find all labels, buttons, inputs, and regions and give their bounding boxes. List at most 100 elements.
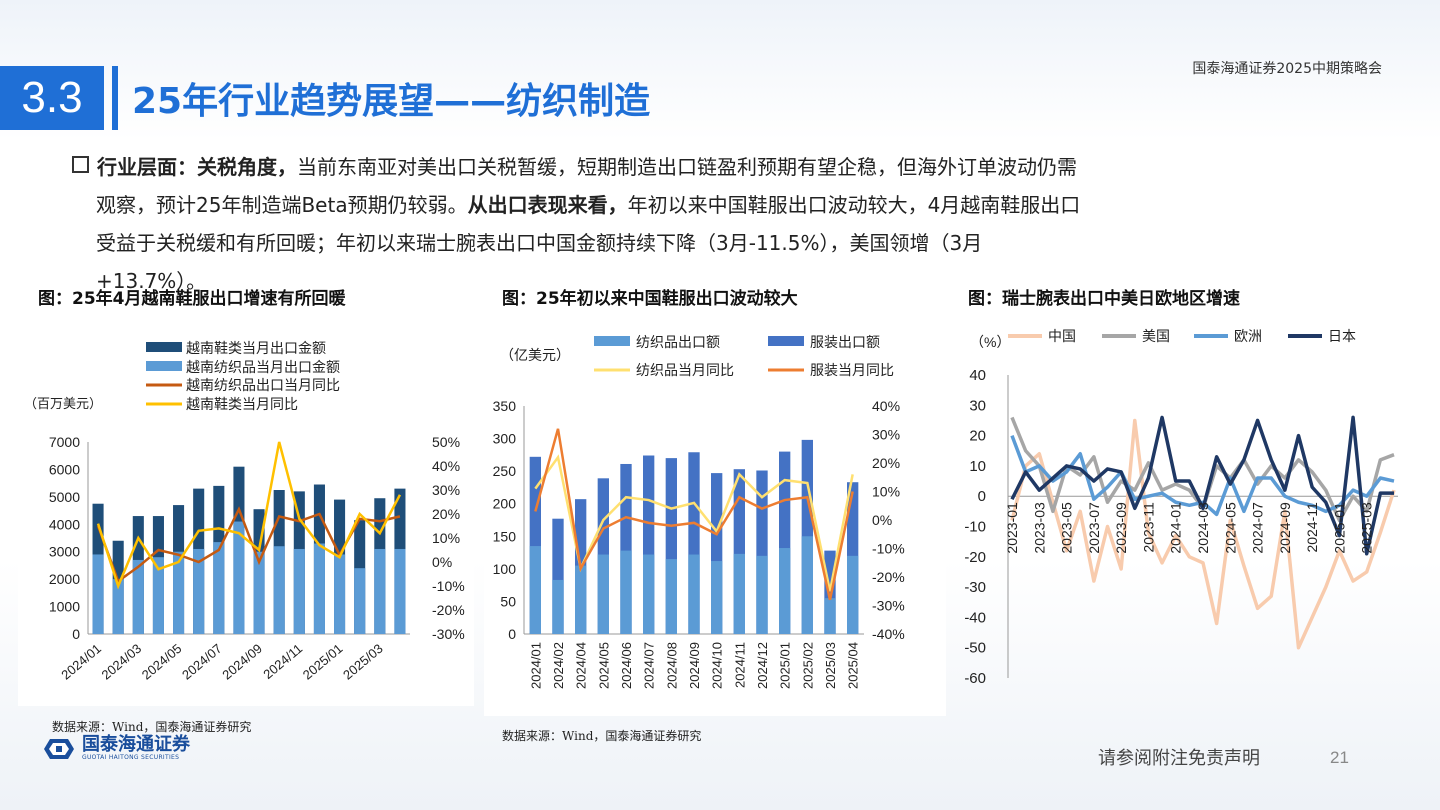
chart2-x-tick: 2024/04 [574,642,589,689]
chart3-x-tick: 2024-11 [1304,502,1320,553]
chart2-x-tick: 2025/01 [778,642,793,689]
chart1-x-tick: 2024/03 [99,641,145,683]
chart1-bar-textile [152,557,164,634]
chart1-y-right-tick: 10% [432,530,460,546]
chart2-title: 图：25年初以来中国鞋服出口波动较大 [502,289,798,309]
chart1-bar-textile [253,551,265,634]
chart2-legend-label-2: 纺织品当月同比 [636,362,734,378]
chart2-bar-apparel [733,469,745,634]
chart1-bar-textile [394,548,406,634]
paragraph-line-4: +13.7%）。 [96,269,207,293]
chart1-y-left-tick: 3000 [49,544,80,560]
chart2-bar-apparel [552,518,564,634]
chart3-x-tick: 2023-11 [1140,502,1156,553]
chart2-bar-textile [688,554,700,634]
chart2-y-left-tick: 150 [493,528,517,544]
chart1-line-3 [96,441,402,590]
chart1-x-tick: 2024/05 [139,641,185,683]
chart2-x-tick: 2024/09 [687,642,702,689]
chart3-y-tick: 10 [969,458,986,475]
chart3-legend-label-1: 美国 [1142,328,1170,344]
chart2-source: 数据来源：Wind，国泰海通证券研究 [502,729,702,743]
chart1-unit-label: （百万美元） [24,396,102,411]
chart2-y-left-tick: 250 [493,463,517,479]
chart1-y-left-tick: 4000 [49,516,80,532]
chart3-unit-label: （%） [970,334,1010,350]
chart3-y-tick: 0 [978,488,986,505]
chart2-bar-textile [597,554,609,634]
page-number: 21 [1330,748,1349,767]
chart2-y-right-tick: 20% [872,455,900,471]
chart2-bar-textile [779,548,791,634]
chart2-legend-label-3: 服装当月同比 [810,362,894,378]
chart1-svg: 越南鞋类当月出口金额越南纺织品当月出口金额越南纺织品出口当月同比越南鞋类当月同比… [24,340,465,683]
chart3-y-tick: -10 [964,519,986,536]
paragraph-text-2b: 年初以来中国鞋服出口波动较大，4月越南鞋服出口 [627,193,1081,217]
chart3-x-tick: 2023-01 [1004,502,1020,554]
chart1-y-left-tick: 2000 [49,571,80,587]
chart1-legend-label-0: 越南鞋类当月出口金额 [186,340,326,356]
chart1-x-tick: 2024/09 [219,641,265,683]
chart2-y-left-tick: 50 [500,593,516,609]
chart2-legend-swatch-1 [768,336,804,346]
chart2-bar-textile [801,536,813,634]
chart2-y-left-tick: 300 [493,431,517,447]
chart2-bar-apparel [688,452,700,634]
chart3-x-tick: 2023-09 [1113,502,1129,554]
chart2-legend-label-1: 服装出口额 [810,334,880,350]
chart3-y-tick: -50 [964,640,986,657]
chart2-unit-label: （亿美元） [500,347,570,363]
chart1-y-right-tick: -10% [432,578,465,594]
chart1-x-tick: 2024/07 [179,641,225,683]
chart2-y-left-tick: 100 [493,561,517,577]
chart1-x-tick: 2024/11 [260,641,305,682]
chart2-line-3 [534,428,854,601]
chart1-bar-textile [233,521,245,634]
chart1-legend-label-2: 越南纺织品出口当月同比 [186,377,340,393]
chart1-y-left-tick: 5000 [49,489,80,505]
chart3-line-3 [1010,415,1394,556]
chart1-y-right-tick: 20% [432,506,460,522]
chart3-x-tick: 2023-05 [1059,502,1075,554]
chart3-y-tick: 20 [969,428,986,445]
paragraph-bold-2: 从出口表现来看， [467,193,628,217]
header-background [0,0,1440,140]
chart2-x-tick: 2025/04 [846,642,861,689]
chart1-y-right-tick: -20% [432,602,465,618]
chart2-bar-textile [620,550,632,634]
chart3-x-tick: 2024-03 [1195,502,1211,554]
square-bullet-icon [72,156,89,173]
chart1-y-right-tick: 50% [432,434,460,450]
brand-label: 国泰海通证券2025中期策略会 [1192,61,1382,77]
chart3-x-tick: 2024-09 [1277,502,1293,554]
chart3-y-tick: -20 [964,549,986,566]
chart2-bar-textile [847,555,859,634]
chart1-source: 数据来源：Wind，国泰海通证券研究 [52,720,252,734]
chart2-bar-apparel [620,463,632,634]
chart1-y-right-tick: 30% [432,482,460,498]
chart2-x-tick: 2024/05 [596,642,611,689]
chart2-y-right-tick: -30% [872,598,905,614]
chart3-x-tick: 2024-07 [1250,502,1266,554]
chart2-bar-textile [733,553,745,634]
chart1-title: 图：25年4月越南鞋服出口增速有所回暖 [38,289,346,309]
chart2-bar-textile [643,554,655,634]
chart3-svg: （%） 中国 美国 欧洲 日本 40 30 20 10 0 -10 -20 -30 -40 -50 -60 20… [964,328,1398,687]
chart1-legend-swatch-0 [146,342,182,352]
chart3-legend-label-0: 中国 [1048,328,1076,344]
chart2-y-left-tick: 0 [508,626,516,642]
chart2-bar-apparel [643,455,655,634]
chart1-bar-textile [354,568,366,634]
chart2-y-left-tick: 350 [493,398,517,414]
chart3-y-tick: -40 [964,609,986,626]
summary-paragraph: 行业层面：关税角度，当前东南亚对美出口关税暂缓，短期制造出口链盈利预期有望企稳，… [72,148,1312,300]
chart1-legend-label-1: 越南纺织品当月出口金额 [186,359,340,375]
chart2-bar-textile [824,598,836,634]
chart3-legend-label-3: 日本 [1328,328,1356,344]
title-accent-bar [112,66,118,130]
chart2-x-tick: 2025/02 [800,642,815,689]
chart1-bar-textile [112,579,124,634]
chart2-legend-swatch-0 [594,336,630,346]
chart2-line-2 [534,454,854,592]
